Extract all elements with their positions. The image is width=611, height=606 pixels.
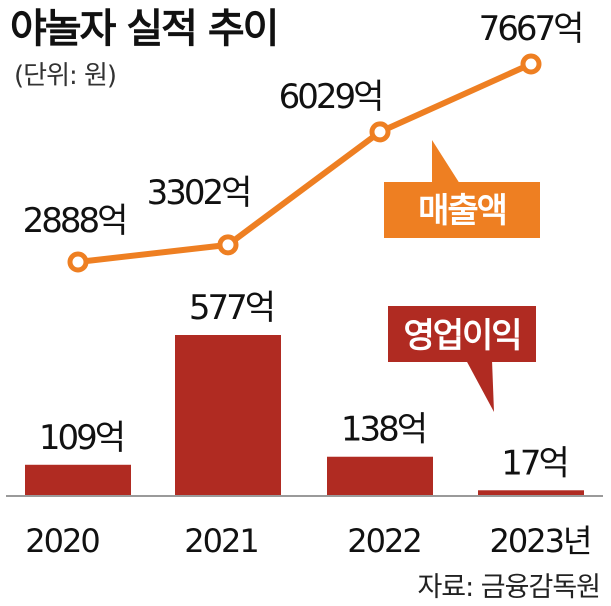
profit-badge-label: 영업이익 xyxy=(403,316,520,356)
revenue-point xyxy=(520,53,542,75)
revenue-badge-pointer xyxy=(432,140,460,184)
profit-bar-layer: 109억 577억 138억 17억 xyxy=(25,288,584,495)
profit-bar xyxy=(478,490,584,495)
revenue-point xyxy=(369,121,391,143)
profit-value-label: 138억 xyxy=(341,410,425,450)
unit-label: (단위: 원) xyxy=(14,61,116,91)
chart-title: 야놀자 실적 추이 xyxy=(10,6,277,52)
x-tick-label: 2022 xyxy=(347,522,420,560)
profit-bar xyxy=(327,456,433,495)
revenue-badge xyxy=(384,182,540,238)
profit-value-label: 17억 xyxy=(501,443,567,483)
source-note: 자료: 금융감독원 xyxy=(417,572,600,603)
x-tick-label: 2020 xyxy=(25,522,99,560)
revenue-value-label: 6029억 xyxy=(279,77,382,117)
revenue-value-label: 3302억 xyxy=(147,173,250,213)
profit-bar xyxy=(175,335,281,495)
revenue-point xyxy=(217,234,239,256)
x-axis: 2020 2021 2022 2023년 xyxy=(6,495,603,560)
revenue-value-label: 7667억 xyxy=(479,9,582,49)
x-tick-label: 2023년 xyxy=(490,522,591,560)
revenue-point xyxy=(67,251,89,273)
profit-value-label: 577억 xyxy=(189,288,273,328)
profit-bar xyxy=(25,464,131,495)
profit-value-label: 109억 xyxy=(39,418,123,458)
revenue-line xyxy=(75,61,534,265)
revenue-value-label: 2888억 xyxy=(23,201,126,241)
revenue-line-layer: 2888억 3302억 6029억 7667억 xyxy=(23,9,584,273)
profit-badge xyxy=(388,306,536,362)
x-tick-label: 2021 xyxy=(184,522,257,560)
profit-badge-pointer xyxy=(466,360,494,412)
revenue-badge-label: 매출액 xyxy=(418,191,506,231)
